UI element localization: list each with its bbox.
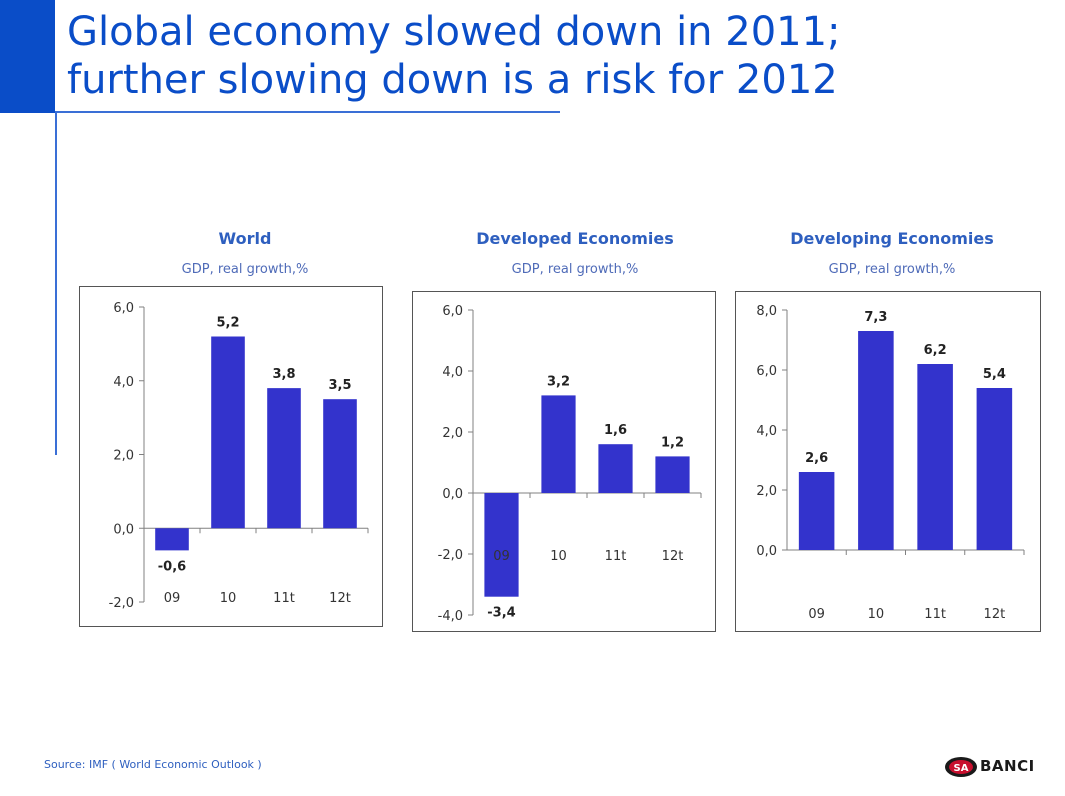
chart-world-title: World: [218, 229, 272, 248]
chart-developing: 0,0 2,0 4,0 6,0 8,0 2,6 09 7,3 10 6,2 11t 5,4 12t: [735, 291, 1041, 632]
y-tick-label: -4,0: [438, 609, 463, 624]
data-label-10: 5,2: [216, 316, 239, 331]
data-label-09: -3,4: [487, 606, 515, 621]
data-label-11t: 3,8: [272, 367, 295, 382]
y-tick-label: 0,0: [756, 544, 777, 559]
y-tick-label: 6,0: [113, 301, 134, 316]
title-line-2: further slowing down is a risk for 2012: [67, 57, 838, 103]
sabanci-logo-icon: SA: [945, 757, 977, 777]
bar-09: [798, 472, 835, 550]
chart-developed-subtitle: GDP, real growth,%: [511, 262, 639, 277]
accent-line-vertical: [55, 113, 57, 455]
x-tick-label-10: 10: [550, 549, 567, 564]
data-label-11t: 1,6: [604, 423, 627, 438]
x-tick-label-12t: 12t: [329, 591, 351, 606]
y-tick-label: 2,0: [113, 449, 134, 464]
data-label-12t: 1,2: [661, 435, 684, 450]
data-label-10: 3,2: [547, 374, 570, 389]
chart-developing-subtitle: GDP, real growth,%: [828, 262, 956, 277]
y-tick-label: -2,0: [438, 548, 463, 563]
chart-developed: -4,0 -2,0 0,0 2,0 4,0 6,0 -3,4 09 3,2 10 1,6 11t 1,2…: [412, 291, 716, 632]
x-tick-label-09: 09: [493, 549, 510, 564]
x-tick-label-11t: 11t: [605, 549, 627, 564]
x-tick-label-10: 10: [220, 591, 237, 606]
bar-12t: [323, 399, 357, 529]
y-tick-label: 8,0: [756, 304, 777, 319]
chart-world-subtitle: GDP, real growth,%: [181, 262, 309, 277]
x-tick-label-09: 09: [164, 591, 181, 606]
chart-svg: -2,0 0,0 2,0 4,0 6,0 -0,6 09 5,2 10 3,8 11t 3,5 12t: [109, 301, 369, 611]
data-label-09: 2,6: [805, 451, 828, 466]
data-label-12t: 3,5: [328, 378, 351, 393]
y-tick-label: 0,0: [113, 522, 134, 537]
chart-svg: -4,0 -2,0 0,0 2,0 4,0 6,0 -3,4 09 3,2 10 1,6 11t 1,2…: [438, 304, 702, 624]
bar-09: [484, 493, 519, 597]
bar-09: [155, 528, 189, 551]
y-tick-label: 4,0: [756, 424, 777, 439]
y-tick-label: 2,0: [756, 484, 777, 499]
bar-11t: [917, 364, 953, 550]
y-tick-label: 2,0: [442, 426, 463, 441]
y-tick-label: -2,0: [109, 596, 134, 611]
x-tick-label-11t: 11t: [273, 591, 295, 606]
sabanci-logo-wordmark: BANCI: [980, 757, 1035, 775]
bar-12t: [976, 388, 1013, 550]
source-note: Source: IMF ( World Economic Outlook ): [44, 758, 262, 771]
y-tick-label: 4,0: [113, 375, 134, 390]
y-tick-label: 0,0: [442, 487, 463, 502]
data-label-10: 7,3: [864, 310, 887, 325]
y-tick-label: 6,0: [756, 364, 777, 379]
chart-svg: 0,0 2,0 4,0 6,0 8,0 2,6 09 7,3 10 6,2 11t 5,4 12t: [756, 304, 1025, 622]
data-label-09: -0,6: [158, 559, 186, 574]
x-tick-label-09: 09: [808, 607, 825, 622]
accent-line-horizontal: [55, 111, 560, 113]
bar-10: [541, 395, 576, 493]
sabanci-logo: SA BANCI: [944, 756, 1050, 778]
sabanci-logo-mark: SA: [954, 763, 969, 774]
data-label-12t: 5,4: [983, 367, 1006, 382]
bar-11t: [267, 388, 301, 529]
title-line-1: Global economy slowed down in 2011;: [67, 9, 841, 55]
chart-world: -2,0 0,0 2,0 4,0 6,0 -0,6 09 5,2 10 3,8 11t 3,5 12t: [79, 286, 383, 627]
title-accent-bar: [0, 0, 55, 113]
bar-10: [211, 336, 245, 529]
x-tick-label-11t: 11t: [924, 607, 946, 622]
chart-developed-title: Developed Economies: [476, 229, 674, 248]
x-tick-label-12t: 12t: [662, 549, 684, 564]
x-tick-label-10: 10: [868, 607, 885, 622]
bar-10: [858, 331, 894, 550]
y-tick-label: 4,0: [442, 365, 463, 380]
page-title: Global economy slowed down in 2011; furt…: [67, 8, 841, 104]
data-label-11t: 6,2: [924, 343, 947, 358]
bar-11t: [598, 444, 633, 493]
y-tick-label: 6,0: [442, 304, 463, 319]
chart-developing-title: Developing Economies: [790, 229, 994, 248]
x-tick-label-12t: 12t: [984, 607, 1006, 622]
bar-12t: [655, 456, 690, 493]
